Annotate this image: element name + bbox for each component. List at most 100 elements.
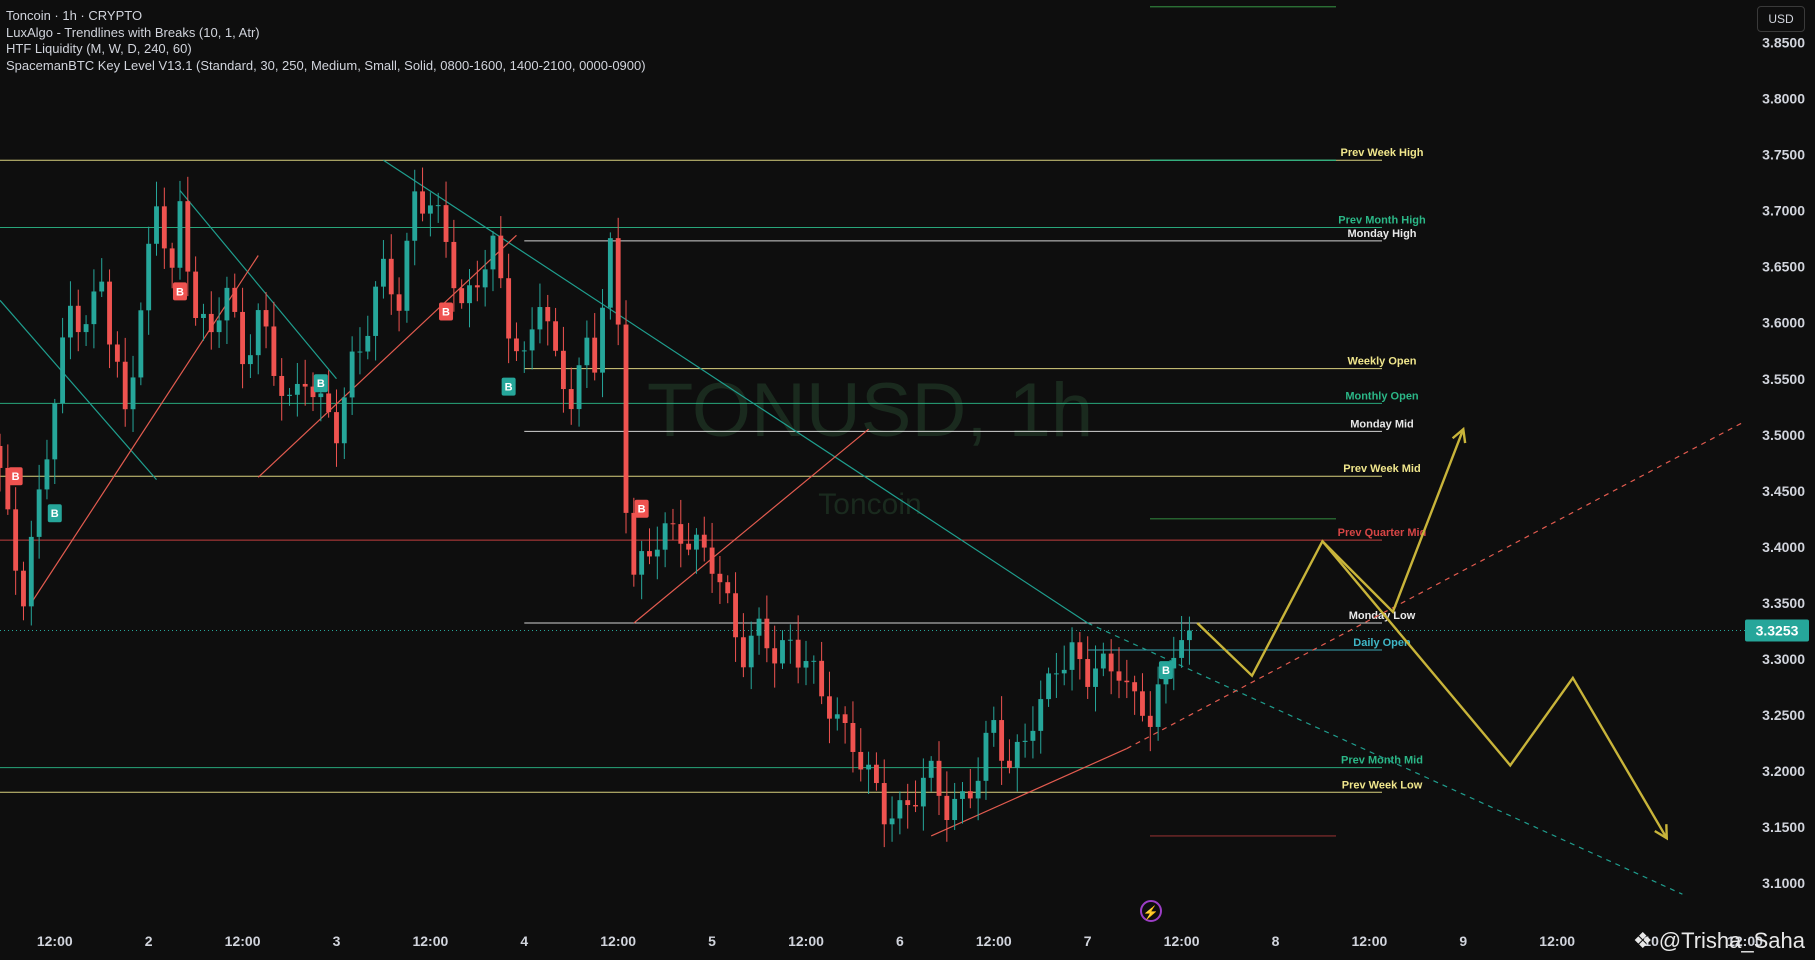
candle (138, 310, 143, 377)
candle (37, 489, 42, 536)
candle (1101, 654, 1106, 669)
price-tick-label: 3.4000 (1762, 539, 1805, 555)
price-tick-label: 3.2000 (1762, 763, 1805, 779)
candle (13, 509, 18, 570)
candle (76, 306, 81, 332)
candle (389, 259, 394, 294)
signal-label-2: B (176, 286, 184, 298)
candle (170, 248, 175, 267)
time-tick-label: 12:00 (1164, 933, 1200, 949)
candle (592, 338, 597, 373)
candle (710, 548, 715, 574)
time-tick-label: 5 (708, 933, 716, 949)
candle (154, 206, 159, 243)
price-tick-label: 3.3500 (1762, 595, 1805, 611)
time-tick-label: 4 (520, 933, 528, 949)
indicator-trendlines[interactable]: LuxAlgo - Trendlines with Breaks (10, 1,… (6, 25, 646, 42)
candle (968, 791, 973, 798)
candle (185, 201, 190, 271)
candle (600, 308, 605, 373)
time-tick-label: 9 (1459, 933, 1467, 949)
candle (326, 393, 331, 412)
candle (874, 765, 879, 783)
candle (1062, 670, 1067, 673)
price-tick-label: 3.4500 (1762, 483, 1805, 499)
candle (1140, 691, 1145, 716)
candle (725, 582, 730, 593)
candle (929, 761, 934, 778)
candle (178, 201, 183, 268)
candle (772, 648, 777, 663)
candle (553, 321, 558, 351)
indicator-key-level[interactable]: SpacemanBTC Key Level V13.1 (Standard, 3… (6, 58, 646, 75)
candle (498, 236, 503, 279)
signal-label-3: B (317, 378, 325, 390)
candle (397, 294, 402, 310)
level-label-prev-week-low: Prev Week Low (1342, 779, 1423, 791)
time-tick-label: 12:00 (37, 933, 73, 949)
time-tick-label: 12:00 (788, 933, 824, 949)
symbol-line[interactable]: Toncoin · 1h · CRYPTO (6, 8, 646, 25)
candle (843, 714, 848, 723)
author-name: @Trisha_Saha (1659, 928, 1805, 953)
candle (999, 720, 1004, 761)
candle (91, 291, 96, 324)
flash-icon[interactable]: ⚡ (1140, 900, 1162, 922)
candle (678, 524, 683, 544)
candle (1007, 761, 1012, 768)
candle (655, 550, 660, 557)
price-tick-label: 3.6500 (1762, 259, 1805, 275)
candle (1179, 640, 1184, 658)
candle (1085, 659, 1090, 687)
indicator-htf-liquidity[interactable]: HTF Liquidity (M, W, D, 240, 60) (6, 41, 646, 58)
candle (365, 336, 370, 352)
candle (624, 325, 629, 513)
candle (99, 282, 104, 292)
legend-panel: Toncoin · 1h · CRYPTO LuxAlgo - Trendlin… (6, 8, 646, 74)
level-label-prev-week-high: Prev Week High (1341, 147, 1424, 159)
candle (897, 800, 902, 818)
candle (522, 350, 527, 351)
candle (373, 287, 378, 336)
candle (804, 661, 809, 668)
candle (717, 574, 722, 582)
time-tick-label: 3 (333, 933, 341, 949)
candle (45, 459, 50, 489)
candle (256, 310, 261, 355)
candle (741, 637, 746, 667)
time-tick-label: 12:00 (1539, 933, 1575, 949)
candle (584, 338, 589, 366)
candle (162, 206, 167, 248)
candle (764, 619, 769, 649)
price-tick-label: 3.5500 (1762, 371, 1805, 387)
candle (616, 238, 621, 324)
candle (68, 306, 73, 338)
candle (545, 307, 550, 321)
candle (225, 288, 230, 321)
candle (342, 397, 347, 443)
candle (1093, 668, 1098, 686)
candle (858, 752, 863, 769)
candle (1038, 699, 1043, 731)
candle (921, 778, 926, 807)
signal-label-5: B (505, 382, 513, 394)
candle (952, 799, 957, 820)
currency-button[interactable]: USD (1757, 6, 1805, 32)
candle (381, 259, 386, 287)
candle (538, 307, 543, 329)
candle (827, 696, 832, 718)
candle (749, 636, 754, 668)
price-tick-label: 3.5000 (1762, 427, 1805, 443)
price-tick-label: 3.7500 (1762, 147, 1805, 163)
candle (733, 593, 738, 637)
price-tick-label: 3.1000 (1762, 875, 1805, 891)
time-tick-label: 12:00 (1351, 933, 1387, 949)
price-tick-label: 3.7000 (1762, 203, 1805, 219)
candle (757, 619, 762, 636)
watermark-symbol: TONUSD, 1h (647, 368, 1093, 453)
candle (1109, 654, 1114, 672)
time-tick-label: 12:00 (976, 933, 1012, 949)
candle (240, 312, 245, 364)
candle (0, 446, 2, 468)
